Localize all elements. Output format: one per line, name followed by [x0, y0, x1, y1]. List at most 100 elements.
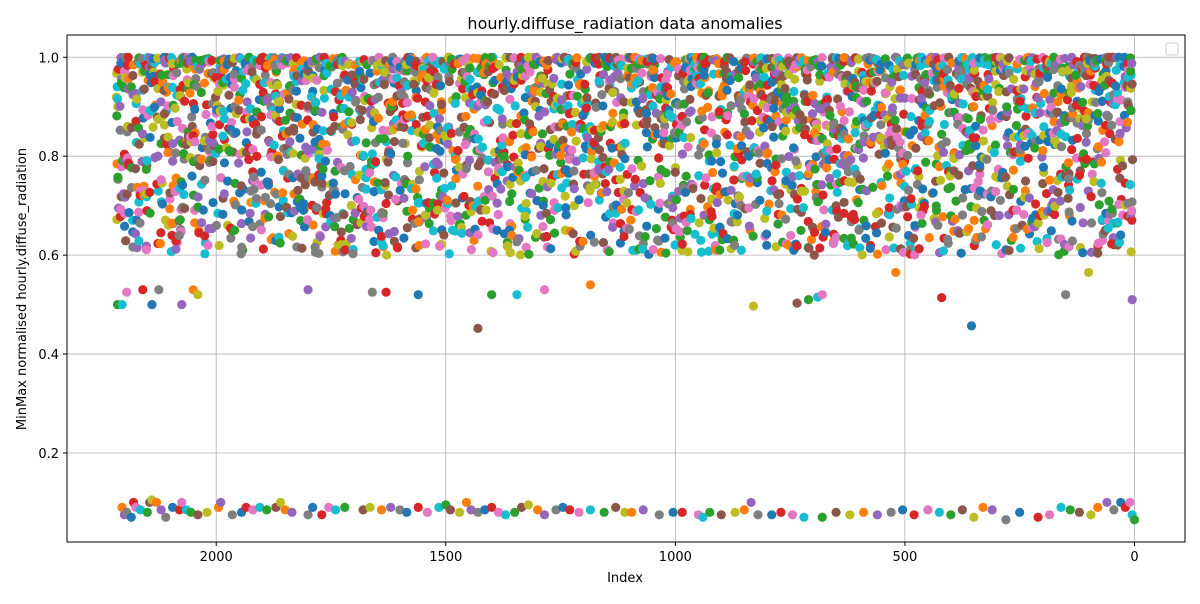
data-point	[231, 127, 241, 138]
data-point	[946, 182, 956, 192]
data-point	[523, 500, 534, 510]
data-point	[753, 510, 763, 520]
data-point	[197, 154, 207, 164]
data-point	[214, 144, 224, 154]
y-tick-label: 1.0	[38, 51, 59, 66]
data-point	[486, 52, 496, 62]
data-point	[954, 170, 964, 180]
data-point	[994, 87, 1004, 97]
data-point	[736, 141, 747, 151]
data-point	[615, 74, 626, 84]
data-point	[782, 91, 792, 101]
data-point	[346, 200, 356, 211]
data-point	[620, 119, 630, 129]
data-point	[248, 144, 258, 155]
data-point	[1044, 510, 1055, 520]
data-point	[608, 88, 618, 98]
data-point	[347, 87, 357, 97]
data-point	[524, 249, 534, 259]
data-point	[512, 237, 522, 247]
data-point	[880, 148, 890, 158]
data-point	[113, 172, 123, 182]
data-point	[923, 505, 933, 515]
data-point	[637, 68, 647, 78]
data-point	[488, 248, 498, 258]
data-point	[175, 215, 185, 225]
data-point	[1045, 95, 1055, 105]
data-point	[866, 86, 876, 96]
data-point	[745, 130, 755, 140]
data-point	[199, 78, 210, 88]
data-point	[151, 497, 162, 508]
data-point	[1093, 108, 1103, 119]
data-point	[1104, 196, 1114, 206]
data-point	[295, 133, 305, 143]
data-point	[920, 77, 930, 88]
data-point	[908, 125, 919, 135]
data-point	[112, 94, 123, 104]
data-point	[153, 186, 163, 196]
data-point	[604, 246, 614, 257]
data-point	[1033, 512, 1043, 522]
data-point	[156, 228, 166, 238]
y-tick-label: 0.4	[38, 348, 59, 363]
data-point	[626, 215, 636, 225]
data-point	[1060, 53, 1070, 64]
data-point	[487, 502, 497, 512]
data-point	[297, 243, 307, 253]
data-point	[995, 195, 1006, 205]
data-point	[1030, 143, 1040, 153]
data-point	[274, 202, 284, 212]
data-point	[1067, 216, 1077, 226]
data-point	[832, 144, 842, 154]
data-point	[968, 161, 978, 171]
data-point	[1046, 226, 1056, 236]
data-point	[831, 507, 841, 517]
data-point	[489, 89, 500, 99]
data-point	[1065, 505, 1075, 515]
data-point	[461, 164, 471, 174]
data-point	[679, 132, 689, 143]
data-point	[161, 512, 171, 522]
data-point	[748, 301, 759, 311]
data-point	[258, 244, 269, 254]
data-point	[1078, 97, 1088, 107]
data-point	[855, 174, 865, 184]
data-point	[481, 205, 491, 215]
data-point	[569, 166, 579, 176]
data-point	[729, 175, 739, 185]
data-point	[262, 177, 272, 187]
data-point	[1083, 267, 1094, 278]
data-point	[274, 104, 285, 114]
data-point	[611, 502, 621, 512]
data-point	[500, 510, 511, 520]
data-point	[536, 141, 546, 152]
data-point	[300, 180, 310, 190]
data-point	[505, 179, 515, 189]
data-point	[413, 502, 423, 512]
data-point	[969, 512, 979, 522]
data-point	[792, 241, 802, 251]
data-point	[156, 505, 166, 515]
data-point	[806, 234, 817, 245]
data-point	[714, 107, 724, 117]
data-point	[1093, 248, 1103, 258]
data-point	[395, 185, 405, 195]
data-point	[563, 80, 574, 90]
data-point	[670, 167, 680, 177]
data-point	[398, 138, 408, 148]
data-point	[558, 135, 568, 145]
data-point	[985, 115, 995, 125]
data-point	[234, 105, 244, 115]
data-point	[671, 195, 682, 205]
data-point	[594, 145, 605, 155]
data-point	[450, 98, 460, 108]
data-point	[149, 102, 160, 112]
data-point	[505, 196, 515, 207]
data-point	[983, 91, 993, 101]
data-point	[237, 242, 247, 252]
data-point	[1097, 235, 1108, 246]
data-point	[1126, 105, 1136, 116]
data-point	[1021, 111, 1031, 121]
data-point	[1129, 515, 1140, 525]
